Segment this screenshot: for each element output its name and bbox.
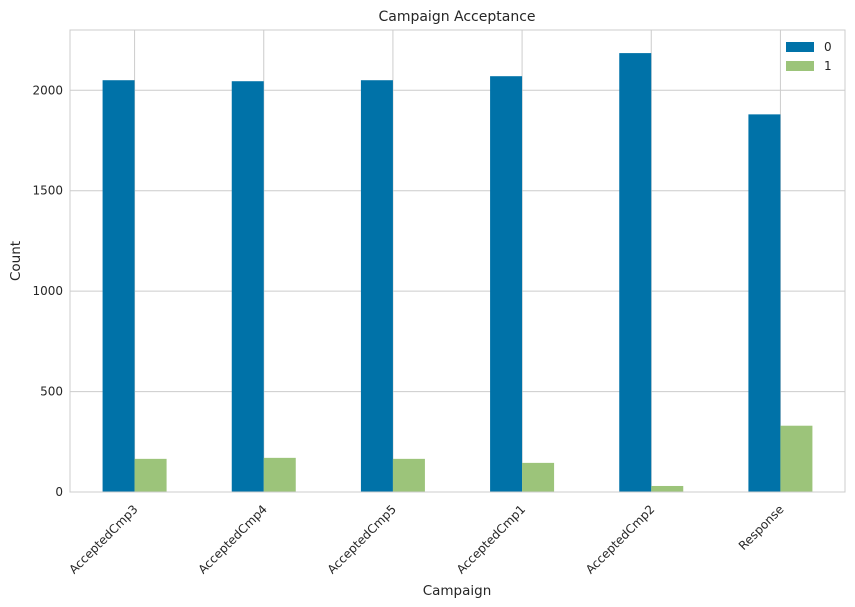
legend-swatch-1 xyxy=(786,61,814,71)
x-ticks: AcceptedCmp3 AcceptedCmp4 AcceptedCmp5 Acce… xyxy=(66,502,786,576)
bar-series-0-Response xyxy=(748,114,781,492)
y-tick-label: 500 xyxy=(40,385,63,399)
y-tick-label: 1000 xyxy=(32,284,63,298)
legend-swatch-0 xyxy=(786,42,814,52)
legend-label-0: 0 xyxy=(824,40,832,54)
bar-series-1-AcceptedCmp1 xyxy=(522,462,555,492)
x-tick-label: AcceptedCmp5 xyxy=(325,502,399,576)
x-tick-label: AcceptedCmp4 xyxy=(195,502,269,576)
bar-series-1-AcceptedCmp4 xyxy=(263,457,296,492)
bar-series-1-AcceptedCmp2 xyxy=(651,485,684,492)
legend-label-1: 1 xyxy=(824,59,832,73)
x-axis-label: Campaign xyxy=(423,583,492,599)
legend: 01 xyxy=(786,40,832,73)
bar-series-0-AcceptedCmp2 xyxy=(619,53,652,492)
bar-series-0-AcceptedCmp5 xyxy=(360,80,393,492)
y-ticks: 0 500 1000 1500 2000 xyxy=(32,83,63,499)
x-tick-label: Response xyxy=(736,502,787,553)
bar-series-1-AcceptedCmp5 xyxy=(392,458,425,492)
chart-title: Campaign Acceptance xyxy=(378,9,535,25)
x-tick-label: AcceptedCmp3 xyxy=(66,502,140,576)
x-tick-label: AcceptedCmp2 xyxy=(583,502,657,576)
bar-series-1-Response xyxy=(780,425,813,492)
y-tick-label: 2000 xyxy=(32,83,63,97)
plot-frame xyxy=(69,29,846,493)
y-axis-label: Count xyxy=(8,241,24,281)
x-tick-label: AcceptedCmp1 xyxy=(454,502,528,576)
bar-series-0-AcceptedCmp3 xyxy=(102,80,135,492)
y-tick-label: 1500 xyxy=(32,184,63,198)
bar-series-1-AcceptedCmp3 xyxy=(134,458,167,492)
gridlines xyxy=(70,30,845,493)
y-tick-label: 0 xyxy=(55,485,63,499)
bar-series-0-AcceptedCmp4 xyxy=(231,81,264,492)
bar-series-0-AcceptedCmp1 xyxy=(490,76,523,492)
bars xyxy=(102,53,813,492)
